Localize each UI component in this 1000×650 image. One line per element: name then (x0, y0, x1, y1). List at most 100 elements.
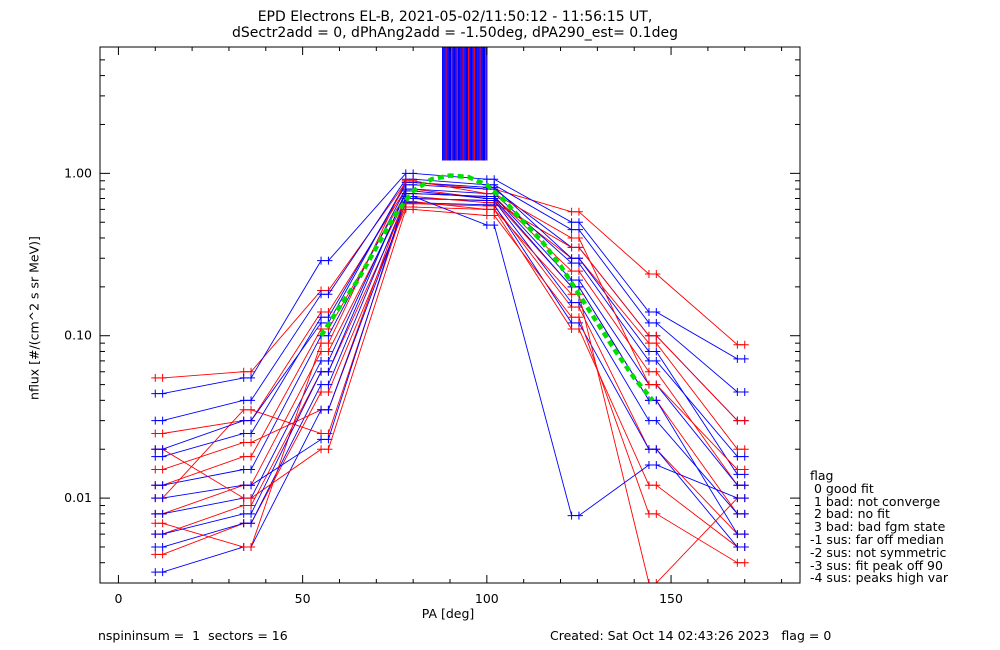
blue-data-point (247, 429, 256, 438)
red-data-point (652, 380, 661, 389)
blue-data-point (151, 509, 160, 518)
blue-data-point (324, 290, 333, 299)
red-data-point (239, 405, 248, 414)
red-data-point (151, 429, 160, 438)
blue-data-point (574, 511, 583, 520)
blue-data-point (317, 380, 326, 389)
blue-data-point (652, 445, 661, 454)
chart-title-line-2: dSectr2add = 0, dPhAng2add = -1.50deg, d… (232, 25, 678, 41)
blue-data-point (652, 347, 661, 356)
blue-data-point (317, 367, 326, 376)
red-data-point (247, 501, 256, 510)
red-data-point (740, 416, 749, 425)
blue-data-point (567, 218, 576, 227)
blue-data-point (158, 481, 167, 490)
blue-data-point (158, 445, 167, 454)
red-data-point (409, 205, 418, 214)
legend-item: 1 bad: not converge (810, 493, 941, 509)
blue-data-point (740, 354, 749, 363)
red-data-point (574, 267, 583, 276)
red-data-point (644, 509, 653, 518)
flag-legend: flag 0 good fit 1 bad: not converge 2 ba… (810, 469, 948, 585)
blue-data-point (158, 509, 167, 518)
blue-data-point (740, 388, 749, 397)
red-data-point (740, 465, 749, 474)
blue-data-point (740, 530, 749, 539)
y-tick-label: 0.10 (64, 328, 92, 343)
blue-data-point (317, 435, 326, 444)
red-data-point (247, 494, 256, 503)
blue-data-point (574, 254, 583, 263)
red-data-point (652, 579, 661, 583)
red-data-point (652, 367, 661, 376)
blue-data-point (324, 380, 333, 389)
blue-data-point (652, 416, 661, 425)
red-data-point (644, 339, 653, 348)
blue-data-point (401, 186, 410, 195)
blue-data-point (317, 318, 326, 327)
red-data-point (401, 205, 410, 214)
blue-data-point (317, 256, 326, 265)
blue-data-point (247, 519, 256, 528)
blue-data-point (324, 331, 333, 340)
blue-data-point (567, 254, 576, 263)
red-data-point (317, 339, 326, 348)
red-data-point (158, 519, 167, 528)
red-data-point (733, 465, 742, 474)
blue-data-point (158, 530, 167, 539)
blue-data-point (574, 282, 583, 291)
blue-data-point (324, 256, 333, 265)
blue-data-point (247, 509, 256, 518)
data-layer (151, 47, 749, 583)
red-data-point (740, 445, 749, 454)
y-tick-label: 0.01 (64, 490, 92, 505)
blue-data-point (644, 356, 653, 365)
blue-data-point (324, 435, 333, 444)
blue-data-point (151, 389, 160, 398)
blue-data-point (158, 568, 167, 577)
red-data-point (740, 340, 749, 349)
blue-data-point (317, 290, 326, 299)
blue-data-point (324, 367, 333, 376)
red-data-point (151, 519, 160, 528)
red-data-point (733, 340, 742, 349)
blue-data-point (324, 356, 333, 365)
blue-data-point (247, 481, 256, 490)
blue-data-point (644, 307, 653, 316)
blue-data-point (151, 445, 160, 454)
red-data-point (644, 579, 653, 583)
blue-data-point (239, 509, 248, 518)
blue-data-point (567, 511, 576, 520)
blue-data-point (482, 194, 491, 203)
red-data-point (239, 452, 248, 461)
red-data-point (574, 207, 583, 216)
blue-data-point (151, 542, 160, 551)
red-data-point (567, 233, 576, 242)
axis-layer: 0 50 100 150 0.01 0.10 1.00 (64, 46, 800, 606)
blue-data-point (567, 298, 576, 307)
red-data-point (733, 558, 742, 567)
blue-data-point (574, 218, 583, 227)
red-data-point (247, 438, 256, 447)
blue-data-point (239, 396, 248, 405)
blue-data-point (158, 389, 167, 398)
red-data-point (158, 373, 167, 382)
red-data-point (567, 267, 576, 276)
blue-data-point (158, 452, 167, 461)
blue-data-point (151, 530, 160, 539)
red-data-point (151, 550, 160, 559)
red-data-point (652, 269, 661, 278)
footer-spin-info: nspininsum = 1 sectors = 16 (98, 628, 288, 643)
blue-data-point (644, 416, 653, 425)
red-data-point (490, 211, 499, 220)
red-data-point (574, 233, 583, 242)
y-axis-label: nflux [#/(cm^2 s sr MeV)] (26, 236, 42, 400)
red-data-point (317, 388, 326, 397)
y-tick-label: 1.00 (64, 165, 92, 180)
legend-item: -3 sus: fit peak off 90 (810, 557, 943, 573)
blue-data-point (482, 221, 491, 230)
red-data-point (247, 405, 256, 414)
red-data-point (151, 465, 160, 474)
legend-item: -1 sus: far off median (810, 531, 944, 547)
blue-data-point (733, 494, 742, 503)
